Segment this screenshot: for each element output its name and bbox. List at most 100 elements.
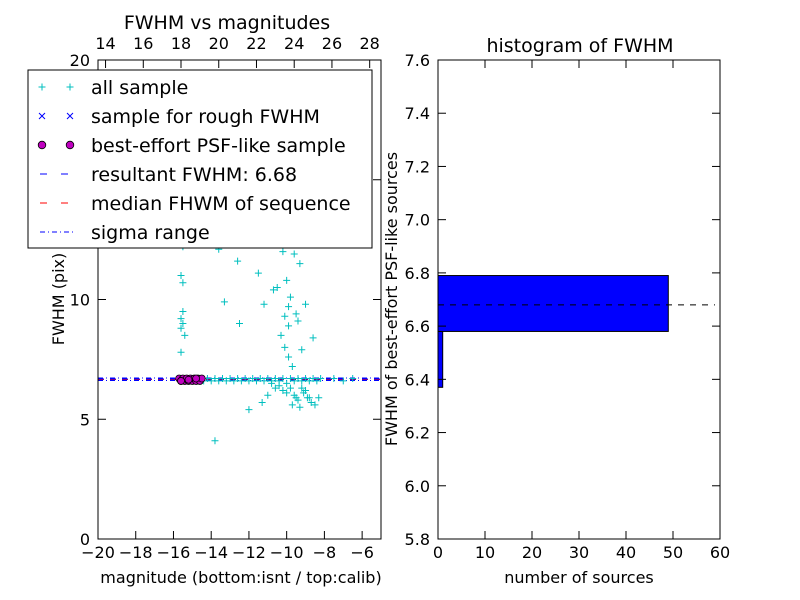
legend-label: median FHWM of sequence <box>91 193 351 215</box>
top-tick-label: 26 <box>322 34 342 53</box>
legend-box <box>27 69 373 249</box>
legend-marker-circle <box>37 140 47 150</box>
legend-marker-x <box>38 112 46 120</box>
legend-entry: median FHWM of sequence <box>40 193 351 215</box>
x-tick-label: −18 <box>119 543 153 562</box>
scatter-point-plus <box>296 403 304 411</box>
scatter-point-plus <box>285 322 293 330</box>
scatter-point-plus <box>211 437 219 445</box>
y-tick-label: 20 <box>70 51 90 70</box>
scatter-point-plus <box>315 394 323 402</box>
scatter-point-plus <box>226 375 234 383</box>
x-tick-label: −20 <box>81 543 115 562</box>
top-tick-label: 18 <box>171 34 191 53</box>
scatter-point-plus <box>292 310 300 318</box>
scatter-y-axis: 0 5 10 20 <box>70 51 381 549</box>
x-tick-label: 30 <box>569 543 589 562</box>
top-tick-label: 20 <box>209 34 229 53</box>
x-tick-label: 60 <box>710 543 730 562</box>
scatter-x-axis-label: magnitude (bottom:isnt / top:calib) <box>100 568 381 587</box>
scatter-point-plus <box>279 375 287 383</box>
scatter-point-plus <box>302 387 310 395</box>
legend-entry: all sample <box>38 77 188 99</box>
y-tick-label: 0 <box>80 530 90 549</box>
scatter-point-plus <box>281 343 289 351</box>
scatter-point-plus <box>181 331 189 339</box>
histogram-x-axis-label: number of sources <box>504 568 654 587</box>
x-tick-label: 50 <box>663 543 683 562</box>
scatter-point-plus <box>245 406 253 414</box>
histogram-chart-title: histogram of FWHM <box>486 35 673 57</box>
scatter-point-plus <box>290 377 298 385</box>
scatter-point-plus <box>260 377 268 385</box>
scatter-point-plus <box>283 379 291 387</box>
histogram-plot-area <box>437 275 715 388</box>
legend-label: sample for rough FWHM <box>91 106 320 128</box>
scatter-point-plus <box>285 353 293 361</box>
scatter-point-plus <box>277 331 285 339</box>
scatter-point-plus <box>207 377 215 385</box>
y-tick-label: 5.8 <box>405 530 430 549</box>
scatter-point-plus <box>236 319 243 327</box>
scatter-legend: all sample sample for rough FWHM best-effo… <box>27 69 373 249</box>
scatter-point-plus <box>271 375 279 383</box>
y-tick-label: 7.4 <box>405 104 430 123</box>
legend-entry: sigma range <box>40 222 210 244</box>
scatter-point-plus <box>234 257 242 265</box>
legend-label: resultant FWHM: 6.68 <box>91 164 297 186</box>
scatter-point-plus <box>309 375 317 383</box>
legend-marker-plus <box>38 83 46 91</box>
scatter-point-plus <box>283 389 291 397</box>
scatter-point-plus <box>298 384 306 392</box>
scatter-point-plus <box>330 375 338 383</box>
scatter-point-plus <box>219 375 227 383</box>
x-tick-label: 0 <box>433 543 443 562</box>
histogram-x-axis: 0 10 20 30 40 50 60 <box>433 60 730 562</box>
scatter-point-plus <box>279 248 287 256</box>
scatter-point-plus <box>260 300 268 308</box>
y-tick-label: 6.2 <box>405 424 430 443</box>
scatter-point-plus <box>269 286 277 294</box>
top-tick-label: 16 <box>133 34 153 53</box>
scatter-plot-area <box>98 236 381 445</box>
y-tick-label: 7.0 <box>405 211 430 230</box>
x-tick-label: −12 <box>232 543 266 562</box>
y-tick-label: 10 <box>70 291 90 310</box>
legend-label: best-effort PSF-like sample <box>91 135 346 157</box>
scatter-point-plus <box>177 315 185 323</box>
scatter-top-x-axis: 14 16 18 20 22 24 26 28 <box>95 34 380 68</box>
scatter-point-plus <box>179 319 187 327</box>
scatter-point-plus <box>241 375 249 383</box>
y-tick-label: 7.2 <box>405 157 430 176</box>
scatter-y-axis-label: FWHM (pix) <box>49 253 68 346</box>
scatter-point-plus <box>258 398 266 406</box>
scatter-point-plus <box>177 324 185 332</box>
x-tick-label: −6 <box>350 543 374 562</box>
scatter-point-plus <box>307 398 315 406</box>
scatter-point-plus <box>298 346 306 354</box>
x-tick-label: −16 <box>157 543 191 562</box>
legend-entry: best-effort PSF-like sample <box>37 135 346 157</box>
legend-label: sigma range <box>91 222 210 244</box>
scatter-bottom-x-axis: −20 −18 −16 −14 −12 −10 −8 −6 <box>81 531 374 562</box>
scatter-point-plus <box>230 377 238 385</box>
scatter-point-plus <box>349 375 357 383</box>
scatter-point-plus <box>211 375 219 383</box>
x-tick-label: 40 <box>616 543 636 562</box>
y-tick-label: 5 <box>80 410 90 429</box>
scatter-point-plus <box>302 300 310 308</box>
scatter-point-plus <box>294 317 302 325</box>
scatter-point-plus <box>288 401 296 409</box>
scatter-point-plus <box>296 260 304 268</box>
scatter-point-plus <box>298 377 306 385</box>
scatter-point-plus <box>294 375 302 383</box>
histogram-y-axis-label: FWHM of best-effort PSF-like sources <box>382 152 401 446</box>
scatter-point-plus <box>283 276 291 284</box>
top-tick-label: 14 <box>95 34 115 53</box>
scatter-point-plus <box>179 307 187 315</box>
legend-marker-plus <box>66 83 74 91</box>
scatter-point-plus <box>285 303 293 311</box>
top-tick-label: 22 <box>246 34 266 53</box>
scatter-point-circle <box>184 375 193 384</box>
